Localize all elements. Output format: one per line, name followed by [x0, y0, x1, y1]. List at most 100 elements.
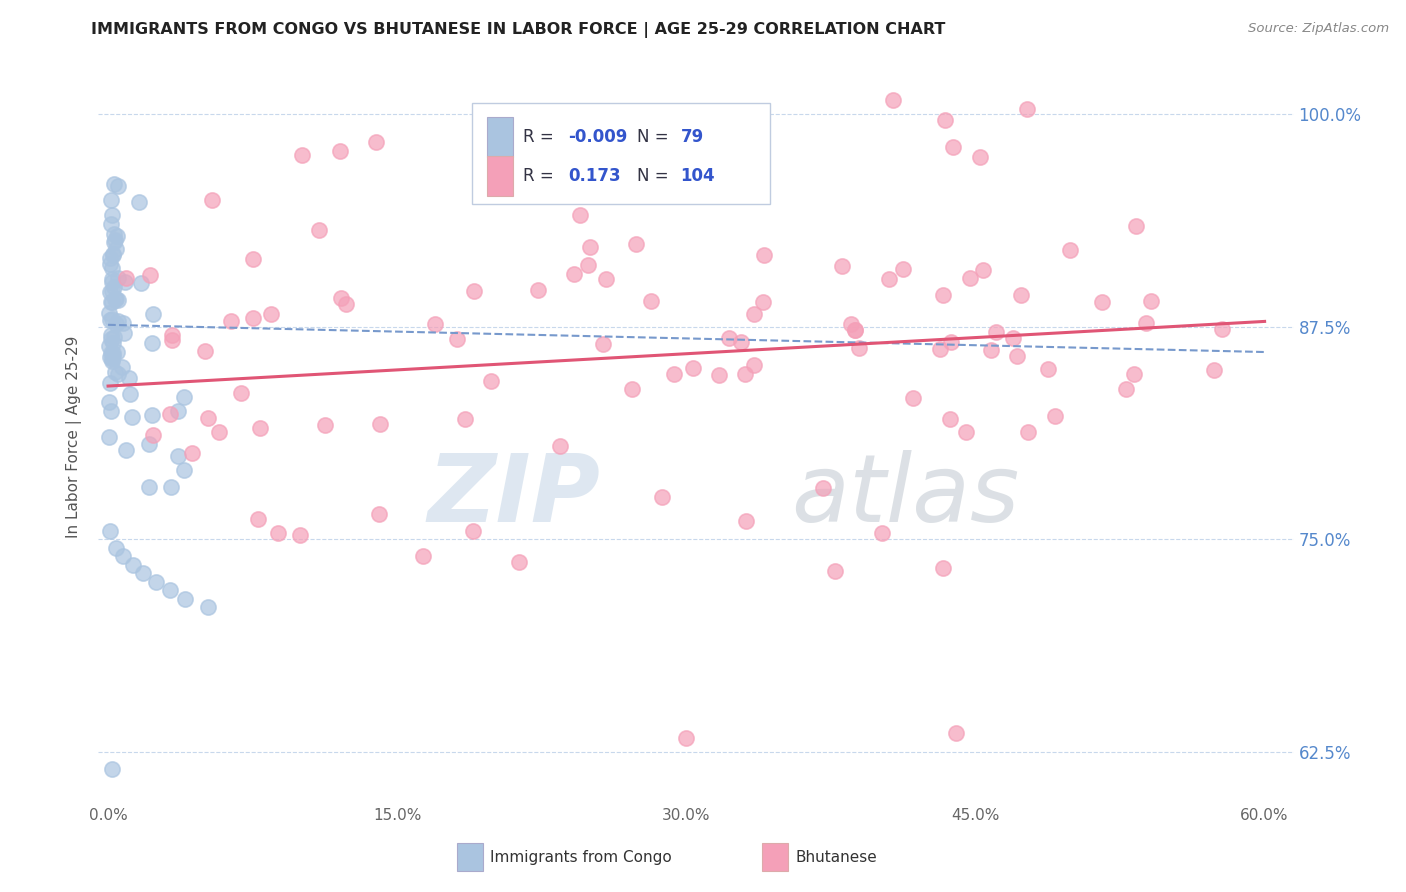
Point [98, 351, 121, 365]
Point [173, 463, 195, 477]
Point [508, 555, 530, 569]
Point [735, 514, 758, 528]
Point [128, 195, 150, 210]
Text: N =: N = [637, 168, 675, 186]
Point [454, 412, 477, 426]
Text: Immigrants from Congo: Immigrants from Congo [491, 850, 672, 865]
Point [839, 317, 862, 331]
Point [101, 284, 124, 298]
Point [734, 368, 756, 382]
Point [291, 147, 314, 161]
Point [104, 242, 127, 256]
Point [891, 262, 914, 277]
Point [675, 731, 697, 746]
Point [1115, 382, 1137, 396]
Point [550, 439, 572, 453]
Point [138, 480, 160, 494]
Point [1125, 219, 1147, 234]
Point [752, 294, 775, 309]
Point [463, 284, 485, 298]
Point [882, 93, 904, 107]
Point [1202, 362, 1225, 376]
Point [101, 246, 124, 260]
Text: ZIP: ZIP [427, 450, 600, 541]
Text: N =: N = [637, 128, 675, 146]
Point [664, 367, 686, 381]
Point [180, 445, 202, 459]
Point [707, 368, 730, 383]
Point [132, 566, 155, 581]
Point [98, 376, 121, 390]
Point [903, 391, 925, 405]
Text: R =: R = [523, 168, 558, 186]
Point [718, 331, 741, 345]
Point [121, 410, 143, 425]
Point [118, 371, 141, 385]
Point [969, 150, 991, 164]
Point [640, 294, 662, 309]
Point [141, 408, 163, 422]
Point [872, 525, 894, 540]
FancyBboxPatch shape [457, 843, 484, 871]
Point [569, 208, 592, 222]
Point [626, 237, 648, 252]
Point [329, 292, 352, 306]
Point [929, 343, 952, 357]
Point [364, 135, 387, 149]
Point [142, 307, 165, 321]
Point [197, 410, 219, 425]
Point [1059, 243, 1081, 257]
Point [100, 404, 122, 418]
Point [314, 417, 336, 432]
Point [107, 314, 129, 328]
Point [221, 314, 243, 328]
Point [1135, 316, 1157, 330]
Point [578, 240, 600, 254]
Point [742, 359, 765, 373]
Point [831, 259, 853, 273]
Text: 0.173: 0.173 [568, 168, 620, 186]
Point [425, 317, 447, 331]
Text: Source: ZipAtlas.com: Source: ZipAtlas.com [1249, 22, 1389, 36]
Text: 79: 79 [681, 128, 703, 146]
Point [160, 333, 183, 347]
Point [101, 346, 124, 360]
Text: R =: R = [523, 128, 558, 146]
Point [104, 292, 127, 306]
Point [98, 394, 121, 409]
Point [194, 343, 217, 358]
Point [1017, 102, 1039, 116]
Point [105, 345, 128, 359]
Point [145, 574, 167, 589]
Point [104, 541, 127, 555]
Point [142, 428, 165, 442]
Point [260, 307, 283, 321]
Point [100, 295, 122, 310]
Text: Bhutanese: Bhutanese [796, 850, 877, 865]
Point [267, 526, 290, 541]
Point [242, 310, 264, 325]
Point [101, 275, 124, 289]
Point [141, 336, 163, 351]
Point [939, 412, 962, 426]
Point [173, 390, 195, 404]
Point [479, 375, 502, 389]
Point [335, 297, 357, 311]
Point [98, 251, 121, 265]
Point [620, 383, 643, 397]
Point [98, 257, 121, 271]
Point [159, 480, 181, 494]
Point [100, 346, 122, 360]
Point [1002, 331, 1025, 345]
Point [114, 442, 136, 457]
Point [111, 316, 134, 330]
Point [100, 217, 122, 231]
Point [249, 421, 271, 435]
Point [367, 508, 389, 522]
Point [112, 326, 135, 340]
Point [1122, 368, 1144, 382]
Point [103, 177, 125, 191]
Point [101, 248, 124, 262]
Point [742, 307, 765, 321]
Point [101, 311, 124, 326]
